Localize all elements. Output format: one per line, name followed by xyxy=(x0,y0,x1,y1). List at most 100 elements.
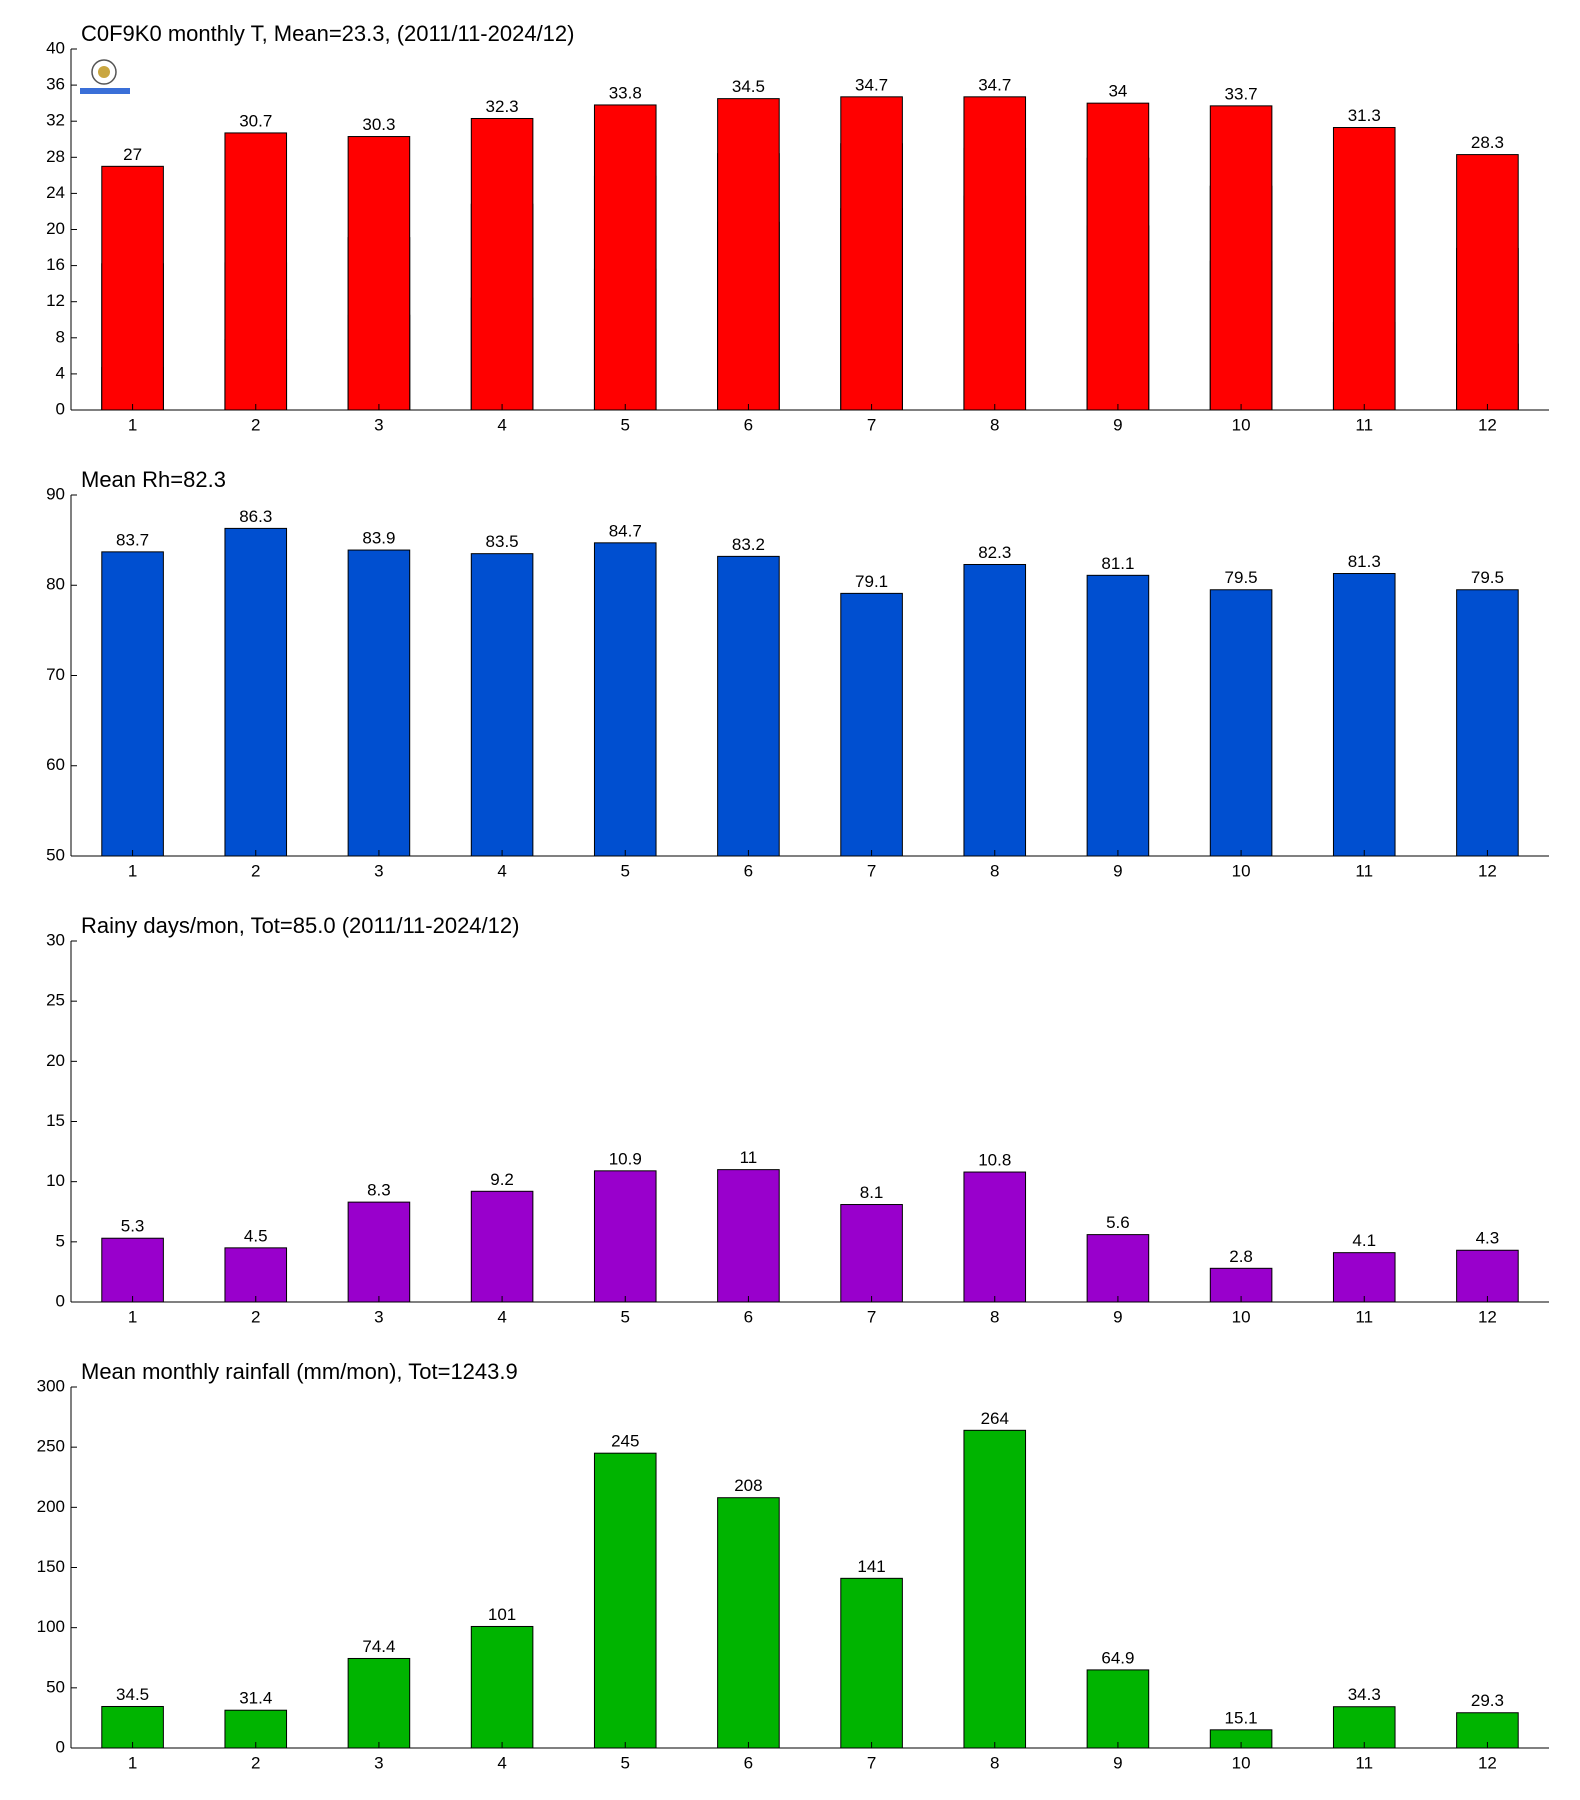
bar xyxy=(347,1201,411,1303)
x-tick-label: 8 xyxy=(990,861,999,880)
bar xyxy=(593,1452,657,1749)
bar xyxy=(101,165,164,411)
y-tick-label: 250 xyxy=(37,1437,65,1456)
chart-title: C0F9K0 monthly T, Mean=23.3, (2011/11-20… xyxy=(81,21,574,46)
x-tick-label: 9 xyxy=(1113,1753,1122,1772)
data-label: 79.5 xyxy=(1471,568,1504,587)
y-tick-label: 10 xyxy=(46,1171,65,1190)
data-label: 27 xyxy=(123,145,142,164)
bar xyxy=(840,96,903,411)
data-label: 15.1 xyxy=(1225,1708,1258,1727)
x-tick-label: 2 xyxy=(251,1307,260,1326)
chart-title: Rainy days/mon, Tot=85.0 (2011/11-2024/1… xyxy=(81,913,519,938)
bar xyxy=(470,117,534,411)
bar xyxy=(1209,589,1273,857)
data-label: 10.9 xyxy=(609,1149,642,1168)
x-tick-label: 7 xyxy=(867,1307,876,1326)
x-tick-label: 10 xyxy=(1232,1753,1251,1772)
x-tick-label: 4 xyxy=(497,1307,506,1326)
x-tick-label: 4 xyxy=(497,1753,506,1772)
x-tick-label: 5 xyxy=(621,1753,630,1772)
data-label: 83.5 xyxy=(486,532,519,551)
bar xyxy=(224,527,288,857)
bar xyxy=(1086,1234,1150,1303)
x-tick-label: 11 xyxy=(1355,1307,1373,1326)
x-tick-label: 12 xyxy=(1478,861,1497,880)
y-tick-label: 0 xyxy=(56,1291,65,1310)
data-label: 86.3 xyxy=(239,507,272,526)
bar xyxy=(1086,574,1150,857)
bar xyxy=(470,1625,534,1749)
bar xyxy=(1332,127,1396,411)
bar xyxy=(101,1237,164,1303)
data-label: 81.1 xyxy=(1101,554,1134,573)
x-tick-label: 3 xyxy=(374,861,383,880)
bar xyxy=(840,1577,903,1749)
y-tick-label: 25 xyxy=(46,991,65,1010)
data-label: 11 xyxy=(740,1148,758,1167)
data-label: 264 xyxy=(981,1409,1009,1428)
data-label: 33.8 xyxy=(609,83,642,102)
x-tick-label: 11 xyxy=(1355,861,1373,880)
x-tick-label: 10 xyxy=(1232,861,1251,880)
bar xyxy=(1456,1249,1519,1303)
data-label: 5.6 xyxy=(1106,1213,1130,1232)
data-label: 30.7 xyxy=(239,111,272,130)
x-tick-label: 6 xyxy=(744,1753,753,1772)
x-tick-label: 7 xyxy=(867,415,876,434)
x-tick-label: 11 xyxy=(1355,1753,1373,1772)
data-label: 5.3 xyxy=(121,1217,145,1236)
y-tick-label: 70 xyxy=(46,665,65,684)
data-label: 4.5 xyxy=(244,1226,268,1245)
x-tick-label: 10 xyxy=(1232,415,1251,434)
y-tick-label: 36 xyxy=(46,75,65,94)
bar xyxy=(717,555,780,857)
data-label: 10.8 xyxy=(978,1151,1011,1170)
x-tick-label: 8 xyxy=(990,1753,999,1772)
bar xyxy=(963,563,1027,857)
x-tick-label: 3 xyxy=(374,1753,383,1772)
bar xyxy=(717,1169,780,1303)
x-tick-label: 12 xyxy=(1478,1307,1497,1326)
x-tick-label: 6 xyxy=(744,415,753,434)
data-label: 81.3 xyxy=(1348,552,1381,571)
y-tick-label: 90 xyxy=(46,484,65,503)
x-tick-label: 1 xyxy=(128,415,137,434)
x-tick-label: 10 xyxy=(1232,1307,1251,1326)
x-tick-label: 5 xyxy=(621,861,630,880)
bar xyxy=(1456,589,1519,857)
data-label: 34.5 xyxy=(116,1685,149,1704)
x-tick-label: 4 xyxy=(497,861,506,880)
y-tick-label: 200 xyxy=(37,1497,65,1516)
x-tick-label: 1 xyxy=(128,861,137,880)
x-tick-label: 12 xyxy=(1478,415,1497,434)
data-label: 28.3 xyxy=(1471,133,1504,152)
bar xyxy=(593,104,657,411)
data-label: 64.9 xyxy=(1101,1648,1134,1667)
y-tick-label: 32 xyxy=(46,111,65,130)
data-label: 33.7 xyxy=(1225,84,1258,103)
y-tick-label: 60 xyxy=(46,755,65,774)
y-tick-label: 0 xyxy=(56,399,65,418)
x-tick-label: 8 xyxy=(990,1307,999,1326)
y-tick-label: 0 xyxy=(56,1737,65,1756)
x-tick-label: 2 xyxy=(251,415,260,434)
bar xyxy=(593,1170,657,1303)
bar xyxy=(963,1171,1027,1303)
data-label: 83.9 xyxy=(362,529,395,548)
bar xyxy=(717,98,780,411)
x-tick-label: 1 xyxy=(128,1753,137,1772)
y-tick-label: 80 xyxy=(46,575,65,594)
bar xyxy=(1456,154,1519,411)
data-label: 245 xyxy=(611,1432,639,1451)
y-tick-label: 8 xyxy=(56,327,65,346)
bar xyxy=(470,553,534,857)
y-tick-label: 24 xyxy=(46,183,65,202)
data-label: 34 xyxy=(1108,82,1127,101)
data-label: 4.3 xyxy=(1476,1229,1500,1248)
y-tick-label: 15 xyxy=(46,1111,65,1130)
bar xyxy=(347,1657,411,1749)
x-tick-label: 4 xyxy=(497,415,506,434)
data-label: 8.1 xyxy=(860,1183,884,1202)
y-tick-label: 50 xyxy=(46,845,65,864)
